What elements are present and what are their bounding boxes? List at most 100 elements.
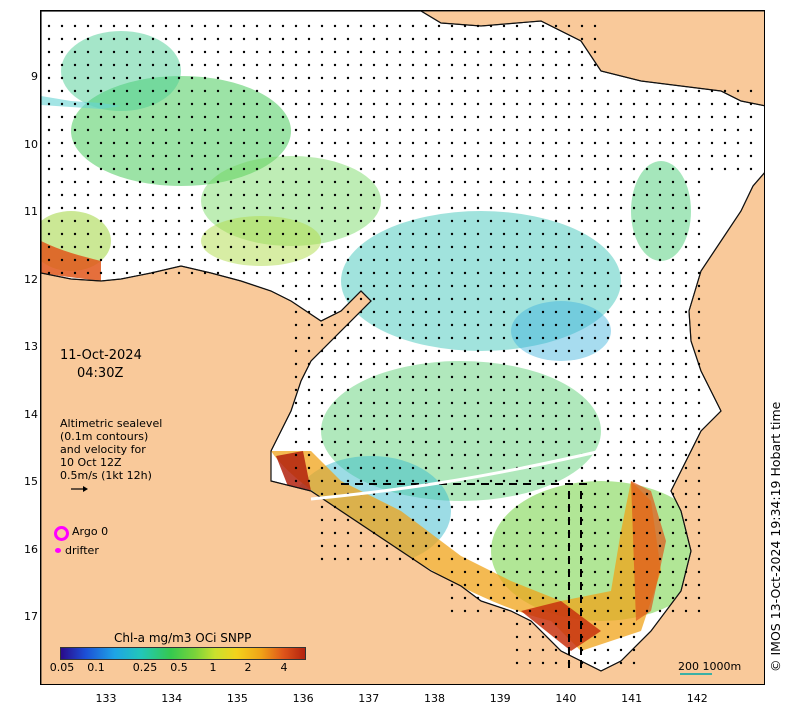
velocity-arrow xyxy=(177,89,181,93)
velocity-arrow xyxy=(658,258,662,262)
velocity-arrow xyxy=(658,375,662,379)
velocity-arrow xyxy=(489,193,493,197)
velocity-arrow xyxy=(489,115,493,119)
velocity-arrow xyxy=(528,232,532,236)
velocity-arrow xyxy=(138,245,142,249)
velocity-arrow xyxy=(450,128,454,132)
velocity-arrow xyxy=(398,453,402,457)
velocity-arrow xyxy=(502,609,506,613)
velocity-arrow xyxy=(112,24,116,28)
velocity-arrow xyxy=(346,453,350,457)
velocity-arrow xyxy=(151,115,155,119)
velocity-arrow xyxy=(567,128,571,132)
velocity-arrow xyxy=(450,375,454,379)
velocity-arrow xyxy=(359,453,363,457)
velocity-arrow xyxy=(632,297,636,301)
velocity-arrow xyxy=(632,466,636,470)
velocity-arrow xyxy=(242,89,246,93)
velocity-arrow xyxy=(554,323,558,327)
velocity-arrow xyxy=(177,258,181,262)
velocity-arrow xyxy=(463,427,467,431)
velocity-arrow xyxy=(528,297,532,301)
velocity-arrow xyxy=(398,37,402,41)
velocity-arrow xyxy=(619,141,623,145)
velocity-arrow xyxy=(203,63,207,67)
velocity-arrow xyxy=(502,336,506,340)
velocity-arrow xyxy=(164,193,168,197)
velocity-arrow xyxy=(476,505,480,509)
velocity-arrow xyxy=(307,466,311,470)
velocity-arrow xyxy=(268,76,272,80)
velocity-arrow xyxy=(684,206,688,210)
velocity-arrow xyxy=(528,453,532,457)
velocity-arrow xyxy=(151,167,155,171)
velocity-arrow xyxy=(463,154,467,158)
velocity-arrow xyxy=(606,271,610,275)
velocity-arrow xyxy=(502,271,506,275)
velocity-arrow xyxy=(177,102,181,106)
velocity-arrow xyxy=(359,518,363,522)
velocity-arrow xyxy=(320,414,324,418)
velocity-arrow xyxy=(346,427,350,431)
velocity-arrow xyxy=(424,180,428,184)
velocity-arrow xyxy=(320,557,324,561)
velocity-arrow xyxy=(333,323,337,327)
velocity-arrow xyxy=(541,271,545,275)
velocity-arrow xyxy=(216,180,220,184)
velocity-arrow xyxy=(281,24,285,28)
velocity-arrow xyxy=(398,193,402,197)
velocity-arrow xyxy=(398,76,402,80)
velocity-arrow xyxy=(606,310,610,314)
velocity-arrow xyxy=(606,505,610,509)
velocity-arrow xyxy=(112,258,116,262)
velocity-arrow xyxy=(177,128,181,132)
velocity-arrow xyxy=(398,492,402,496)
velocity-arrow xyxy=(450,440,454,444)
velocity-arrow xyxy=(346,310,350,314)
velocity-arrow xyxy=(359,206,363,210)
velocity-arrow xyxy=(580,102,584,106)
velocity-arrow xyxy=(463,440,467,444)
velocity-arrow xyxy=(424,206,428,210)
velocity-arrow xyxy=(281,76,285,80)
velocity-arrow xyxy=(424,362,428,366)
velocity-arrow xyxy=(437,453,441,457)
velocity-arrow xyxy=(294,336,298,340)
velocity-arrow xyxy=(684,297,688,301)
velocity-arrow xyxy=(125,37,129,41)
velocity-arrow xyxy=(294,297,298,301)
velocity-arrow xyxy=(359,479,363,483)
velocity-arrow xyxy=(242,128,246,132)
velocity-arrow xyxy=(359,37,363,41)
velocity-arrow xyxy=(229,245,233,249)
velocity-arrow xyxy=(476,63,480,67)
velocity-arrow xyxy=(398,297,402,301)
velocity-arrow xyxy=(502,401,506,405)
velocity-arrow xyxy=(47,154,51,158)
velocity-arrow xyxy=(593,505,597,509)
velocity-arrow xyxy=(528,375,532,379)
velocity-arrow xyxy=(99,141,103,145)
velocity-arrow xyxy=(411,414,415,418)
velocity-arrow xyxy=(333,388,337,392)
velocity-arrow xyxy=(294,271,298,275)
velocity-arrow xyxy=(385,284,389,288)
velocity-arrow xyxy=(658,349,662,353)
velocity-arrow xyxy=(645,219,649,223)
velocity-arrow xyxy=(60,128,64,132)
velocity-arrow xyxy=(463,362,467,366)
velocity-arrow xyxy=(60,63,64,67)
velocity-arrow xyxy=(242,245,246,249)
velocity-arrow xyxy=(346,505,350,509)
velocity-arrow xyxy=(736,102,740,106)
velocity-arrow xyxy=(346,102,350,106)
velocity-arrow xyxy=(86,232,90,236)
velocity-arrow xyxy=(619,193,623,197)
velocity-arrow xyxy=(229,271,233,275)
longitude-tick-label: 139 xyxy=(489,692,511,705)
velocity-arrow xyxy=(86,89,90,93)
velocity-arrow xyxy=(372,336,376,340)
velocity-arrow xyxy=(320,154,324,158)
velocity-arrow xyxy=(593,583,597,587)
velocity-arrow xyxy=(424,440,428,444)
